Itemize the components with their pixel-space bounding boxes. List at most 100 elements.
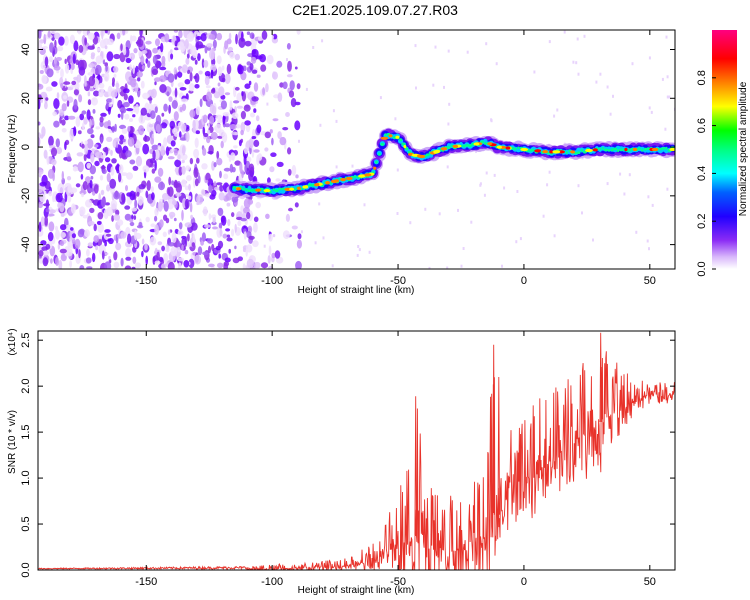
spectrogram-noise-blob — [114, 137, 120, 142]
spectrogram-noise-blob — [145, 40, 152, 45]
spectrogram-noise-blob — [79, 206, 86, 216]
spectrogram-noise-blob — [118, 164, 124, 174]
spectrogram-noise-blob — [264, 147, 269, 152]
spectrogram-noise-blob — [39, 70, 44, 74]
spectrogram-noise-blob — [149, 236, 157, 246]
spectrogram-ridge-4 — [658, 147, 663, 151]
spectrogram-noise-blob — [243, 65, 247, 72]
spectrogram-noise-blob — [100, 189, 105, 196]
spectrogram-noise-blob — [84, 75, 87, 87]
spectrogram-noise-blob — [156, 60, 159, 70]
spectrogram-noise-blob — [88, 221, 95, 226]
spectrogram-noise-layer — [38, 30, 675, 269]
spectrogram-noise-blob — [189, 202, 193, 213]
spectrogram-noise-blob — [215, 114, 223, 120]
spectrogram-noise-blob — [88, 63, 95, 68]
spectrogram-faint-pixel — [305, 87, 308, 91]
spectrogram-noise-blob — [243, 104, 251, 112]
spectrogram-noise-blob — [291, 164, 297, 176]
spectrogram-hotspot — [624, 147, 628, 152]
spectrogram-noise-blob — [70, 227, 74, 231]
spectrogram-noise-blob — [174, 40, 178, 47]
spectrogram-faint-pixel — [409, 221, 412, 225]
snr-x-tick-label: 0 — [521, 576, 527, 588]
spectrogram-noise-blob — [173, 111, 179, 121]
spectrogram-x-tick-label: 50 — [644, 275, 656, 287]
spectrogram-noise-blob — [38, 225, 42, 229]
spectrogram-noise-blob — [250, 100, 256, 106]
spectrogram-noise-blob — [230, 152, 236, 161]
spectrogram-noise-blob — [113, 261, 120, 269]
spectrogram-ridge-4 — [661, 147, 666, 150]
spectrogram-noise-blob — [100, 88, 105, 96]
spectrogram-noise-blob — [129, 159, 136, 165]
spectrogram-ridge-4 — [565, 151, 568, 155]
spectrogram-noise-blob — [67, 156, 72, 161]
spectrogram-faint-pixel — [631, 62, 634, 66]
spectrogram-noise-blob — [76, 74, 82, 83]
spectrogram-noise-blob — [173, 30, 178, 33]
spectrogram-noise-blob — [91, 148, 95, 152]
spectrogram-noise-blob — [180, 179, 187, 188]
spectrogram-noise-blob — [119, 86, 126, 97]
spectrogram-noise-blob — [291, 225, 298, 230]
spectrogram-faint-pixel — [665, 35, 668, 39]
spectrogram-noise-blob — [208, 245, 211, 254]
spectrogram-noise-blob — [108, 255, 111, 260]
spectrogram-noise-blob — [116, 32, 121, 40]
spectrogram-noise-blob — [61, 128, 67, 133]
spectrogram-noise-blob — [244, 164, 248, 173]
spectrogram-noise-blob — [125, 248, 132, 258]
spectrogram-noise-blob — [192, 51, 198, 59]
spectrogram-noise-blob — [90, 175, 94, 180]
spectrogram-noise-blob — [248, 80, 252, 86]
spectrogram-noise-blob — [195, 130, 200, 135]
spectrogram-noise-blob — [170, 140, 176, 147]
spectrogram-frame — [37, 29, 676, 270]
spectrogram-noise-blob — [253, 222, 258, 233]
snr-panel: -150 -100 -50 0 50 0.0 0.5 1.0 1.5 2.0 2.5 Height… — [7, 328, 676, 596]
spectrogram-noise-blob — [287, 60, 292, 72]
spectrogram-ridge-4 — [232, 186, 237, 189]
spectrogram-noise-blob — [219, 228, 223, 237]
spectrogram-noise-blob — [294, 120, 301, 131]
spectrogram-noise-blob — [268, 245, 272, 256]
spectrogram-noise-blob — [38, 132, 41, 137]
spectrogram-noise-blob — [140, 80, 145, 89]
spectrogram-noise-blob — [147, 97, 153, 101]
spectrogram-faint-pixel — [485, 42, 488, 46]
spectrogram-noise-blob — [73, 40, 79, 52]
spectrogram-noise-blob — [268, 233, 273, 242]
spectrogram-noise-blob — [239, 162, 243, 173]
spectrogram-noise-blob — [78, 249, 81, 259]
colorbar-tick-label: 0.6 — [696, 118, 708, 133]
spectrogram-noise-blob — [122, 30, 126, 36]
spectrogram-faint-pixel — [379, 96, 382, 100]
spectrogram-ridge-4 — [247, 189, 252, 193]
spectrogram-noise-blob — [85, 257, 92, 264]
spectrogram-noise-blob — [152, 55, 158, 65]
spectrogram-noise-blob — [224, 257, 231, 263]
spectrogram-noise-blob — [125, 185, 128, 192]
spectrogram-noise-blob — [187, 69, 191, 74]
spectrogram-noise-blob — [143, 135, 151, 142]
spectrogram-noise-blob — [201, 163, 208, 170]
spectrogram-faint-pixel — [462, 247, 465, 250]
spectrogram-noise-blob — [272, 71, 278, 80]
spectrogram-noise-blob — [154, 160, 157, 171]
spectrogram-noise-blob — [179, 137, 187, 141]
spectrogram-ridge-4 — [353, 175, 357, 179]
spectrogram-noise-blob — [204, 75, 210, 86]
spectrogram-noise-blob — [171, 100, 178, 109]
spectrogram-faint-pixel — [263, 244, 266, 248]
spectrogram-noise-blob — [212, 39, 217, 49]
spectrogram-noise-blob — [91, 97, 98, 106]
spectrogram-noise-blob — [237, 220, 242, 227]
spectrogram-noise-blob — [82, 122, 85, 130]
spectrogram-noise-blob — [272, 234, 276, 238]
spectrogram-noise-blob — [160, 145, 165, 157]
spectrogram-noise-blob — [113, 73, 117, 78]
spectrogram-noise-blob — [67, 184, 72, 193]
spectrogram-faint-pixel — [542, 214, 545, 218]
spectrogram-noise-blob — [93, 144, 99, 148]
